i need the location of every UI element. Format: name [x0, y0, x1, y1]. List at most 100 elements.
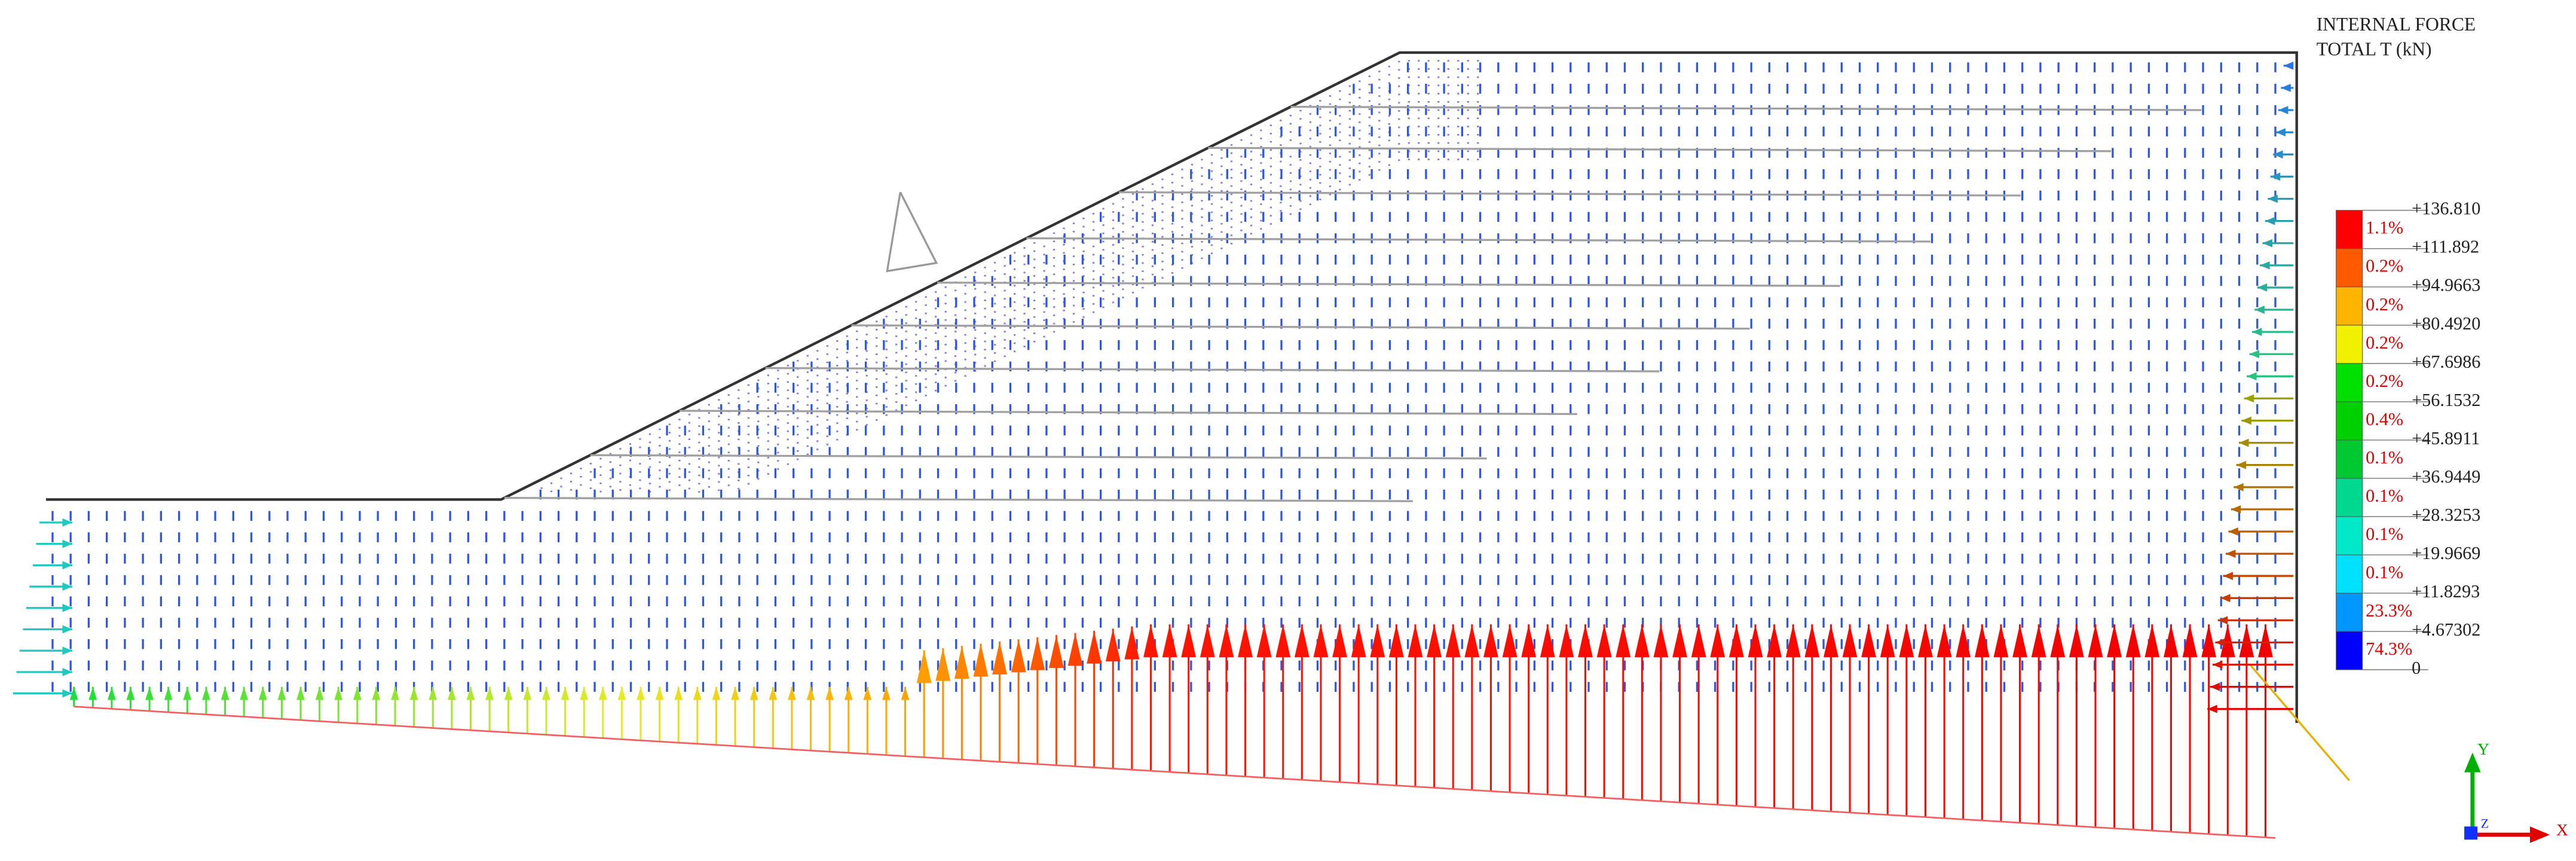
legend-level: +94.9663 [2412, 275, 2480, 295]
reinforcement [504, 497, 1413, 502]
force-arrow-head [769, 686, 778, 700]
force-arrow-head [1143, 624, 1158, 658]
force-arrow-head [1294, 624, 1310, 658]
force-arrow-head [448, 686, 456, 700]
load-shape [886, 191, 938, 273]
force-arrow-head [485, 686, 494, 700]
reinforcement [679, 410, 1577, 416]
force-arrow-head [617, 686, 626, 700]
force-arrow-head [108, 686, 116, 700]
force-arrow-head [992, 642, 1007, 674]
force-arrow-head [1596, 624, 1612, 658]
force-arrow-head [202, 686, 210, 700]
boundary-arrow-head [2231, 505, 2241, 514]
force-arrow-head [825, 686, 834, 700]
boundary-arrow-head [2265, 216, 2275, 225]
boundary-arrow-head [2268, 194, 2278, 203]
boundary-arrow-head [2260, 261, 2270, 270]
force-arrow-head [1370, 624, 1385, 658]
legend-band [2336, 593, 2363, 632]
z-axis-marker [2464, 826, 2478, 840]
force-arrow-head [844, 686, 853, 700]
legend: INTERNAL FORCE TOTAL T (kN) 1.1% 0.2% 0.2% 0.… [2317, 14, 2481, 678]
force-arrow-head [409, 686, 418, 700]
force-arrow-head [1785, 624, 1801, 658]
force-arrow-head [806, 686, 815, 700]
boundary-arrow-head [2281, 84, 2291, 92]
force-arrow-head [863, 686, 872, 700]
force-arrow-head [240, 686, 249, 700]
legend-percent: 0.4% [2366, 409, 2403, 429]
force-arrow-head [2050, 624, 2066, 658]
boundary-arrow-head [62, 539, 72, 548]
force-arrow-head [2182, 624, 2198, 658]
force-arrow-head [1464, 624, 1480, 658]
z-axis-label: Z [2481, 816, 2489, 831]
boundary-arrow-head [2257, 283, 2268, 292]
force-arrow-head [1691, 624, 1706, 658]
reinforcement [1208, 146, 2112, 152]
force-arrow-head [749, 686, 758, 700]
boundary-arrow-head [2238, 438, 2249, 447]
legend-level: +4.67302 [2412, 619, 2480, 640]
force-arrow-head [391, 686, 399, 700]
force-arrow-head [1899, 624, 1914, 658]
force-arrow-head [1030, 637, 1045, 670]
force-arrow-head [637, 686, 645, 700]
force-arrow-head [1672, 624, 1687, 658]
legend-level: +56.1532 [2412, 390, 2480, 410]
force-arrow-head [1956, 624, 1971, 658]
force-arrow-head [1087, 630, 1102, 664]
force-arrow-head [2239, 624, 2254, 658]
force-arrow-head [973, 643, 989, 677]
force-arrow-head [655, 686, 664, 700]
force-arrow-head [372, 686, 381, 700]
mesh-dashes [51, 62, 2277, 692]
reinforcement [1026, 237, 1931, 243]
model-outline [45, 51, 2298, 723]
boundary-arrow-head [62, 625, 72, 634]
reinforcement [765, 367, 1660, 373]
force-arrow-head [2258, 624, 2273, 658]
force-arrow-head [1011, 639, 1026, 673]
force-arrow-head [1616, 624, 1631, 658]
boundary-arrow-head [62, 668, 72, 676]
force-arrow-head [1200, 624, 1215, 658]
force-arrow-head [2012, 624, 2027, 658]
boundary-arrow-head [62, 689, 72, 698]
force-arrow-head [221, 686, 230, 700]
legend-percent: 1.1% [2366, 218, 2403, 238]
force-arrow-head [69, 686, 78, 700]
force-arrow-head [126, 686, 135, 700]
legend-percent: 0.1% [2366, 447, 2403, 468]
force-arrow-head [1540, 624, 1555, 658]
boundary-arrow-head [62, 518, 72, 527]
force-arrow-head [1389, 624, 1404, 658]
boundary-arrow-head [2212, 660, 2223, 669]
force-arrow-head [1275, 624, 1291, 658]
force-arrow-head [1219, 624, 1234, 658]
force-arrow-head [1521, 624, 1537, 658]
force-arrow-head [882, 686, 891, 700]
x-axis-label: X [2556, 821, 2568, 839]
reinforcement [1119, 191, 2021, 197]
boundary-arrow-head [2210, 682, 2220, 691]
boundary-arrow-head [2207, 704, 2217, 713]
boundary-arrow-head [2236, 460, 2247, 469]
boundary-arrow-head [2251, 328, 2262, 336]
force-arrow-head [296, 686, 305, 700]
force-arrow-head [523, 686, 532, 700]
legend-band [2336, 516, 2363, 555]
boundary-arrow-head [2223, 572, 2234, 581]
force-arrow-head [916, 650, 932, 683]
reinforcement [937, 282, 1840, 287]
boundary-arrow-head [2273, 150, 2283, 159]
legend-percent: 0.2% [2366, 332, 2403, 353]
boundary-arrow-head [2262, 239, 2273, 248]
force-arrow-head [1162, 624, 1177, 658]
force-arrow-head [1804, 624, 1820, 658]
legend-percent: 0.1% [2366, 486, 2403, 506]
force-arrow-head [164, 686, 173, 700]
force-arrow-head [1936, 624, 1952, 658]
